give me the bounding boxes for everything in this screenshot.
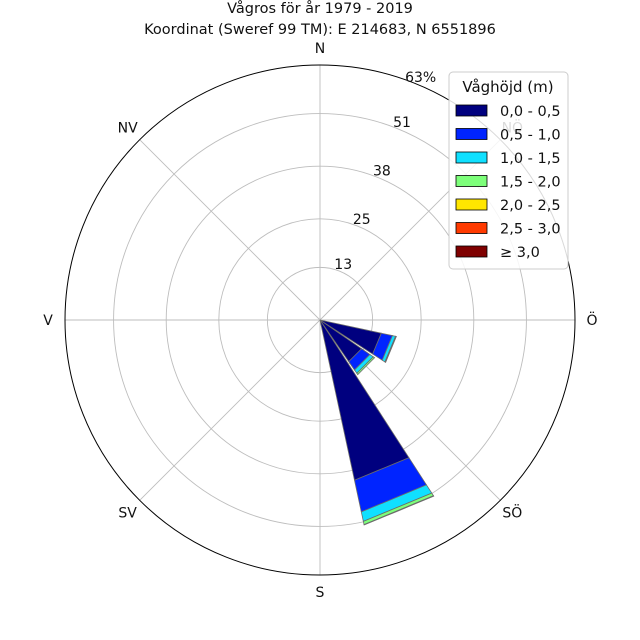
legend-swatch — [455, 104, 488, 117]
legend-label: 2,0 - 2,5 — [500, 198, 561, 214]
chart-title: Vågros för år 1979 - 2019 — [227, 0, 413, 17]
direction-label: N — [315, 41, 325, 57]
grid-spoke — [139, 139, 321, 321]
radial-tick-label: 25 — [353, 212, 371, 228]
legend: Våghöjd (m) 0,0 - 0,5 0,5 - 1,0 1,0 - 1,5 1… — [448, 71, 569, 270]
direction-label: V — [43, 313, 53, 329]
direction-label: SV — [118, 505, 137, 521]
legend-frame — [448, 71, 569, 270]
legend-label: ≥ 3,0 — [500, 245, 540, 261]
legend-title: Våghöjd (m) — [462, 78, 553, 96]
legend-swatch — [455, 222, 488, 234]
legend-swatch — [455, 128, 488, 140]
radial-tick-labels: 13 25 38 51 63% — [334, 70, 436, 273]
grid-spoke — [139, 319, 321, 501]
radial-tick-label: 63% — [405, 70, 436, 86]
legend-label: 2,5 - 3,0 — [500, 222, 561, 238]
legend-swatch — [455, 198, 488, 211]
chart-subtitle: Koordinat (Sweref 99 TM): E 214683, N 65… — [144, 22, 496, 38]
legend-label: 0,5 - 1,0 — [500, 128, 561, 144]
direction-label: NV — [118, 121, 138, 137]
legend-swatch — [455, 151, 488, 164]
rose-bar-segment — [356, 356, 376, 376]
direction-label: Ö — [586, 311, 597, 329]
legend-label: 1,0 - 1,5 — [500, 151, 561, 167]
rose-bars — [319, 319, 435, 526]
radial-tick-label: 13 — [334, 257, 352, 273]
direction-label: S — [316, 585, 325, 601]
rose-bar-segment — [384, 335, 397, 363]
legend-label: 1,5 - 2,0 — [500, 175, 561, 191]
radial-tick-label: 38 — [373, 164, 391, 180]
legend-label: 0,0 - 0,5 — [500, 104, 561, 120]
direction-label: SÖ — [502, 503, 522, 521]
legend-swatch — [455, 245, 488, 258]
polar-grid — [65, 65, 575, 575]
outer-frame — [64, 64, 576, 576]
rose-bar-segment — [363, 495, 435, 526]
radial-tick-label: 51 — [393, 115, 411, 131]
legend-swatch — [455, 175, 488, 187]
